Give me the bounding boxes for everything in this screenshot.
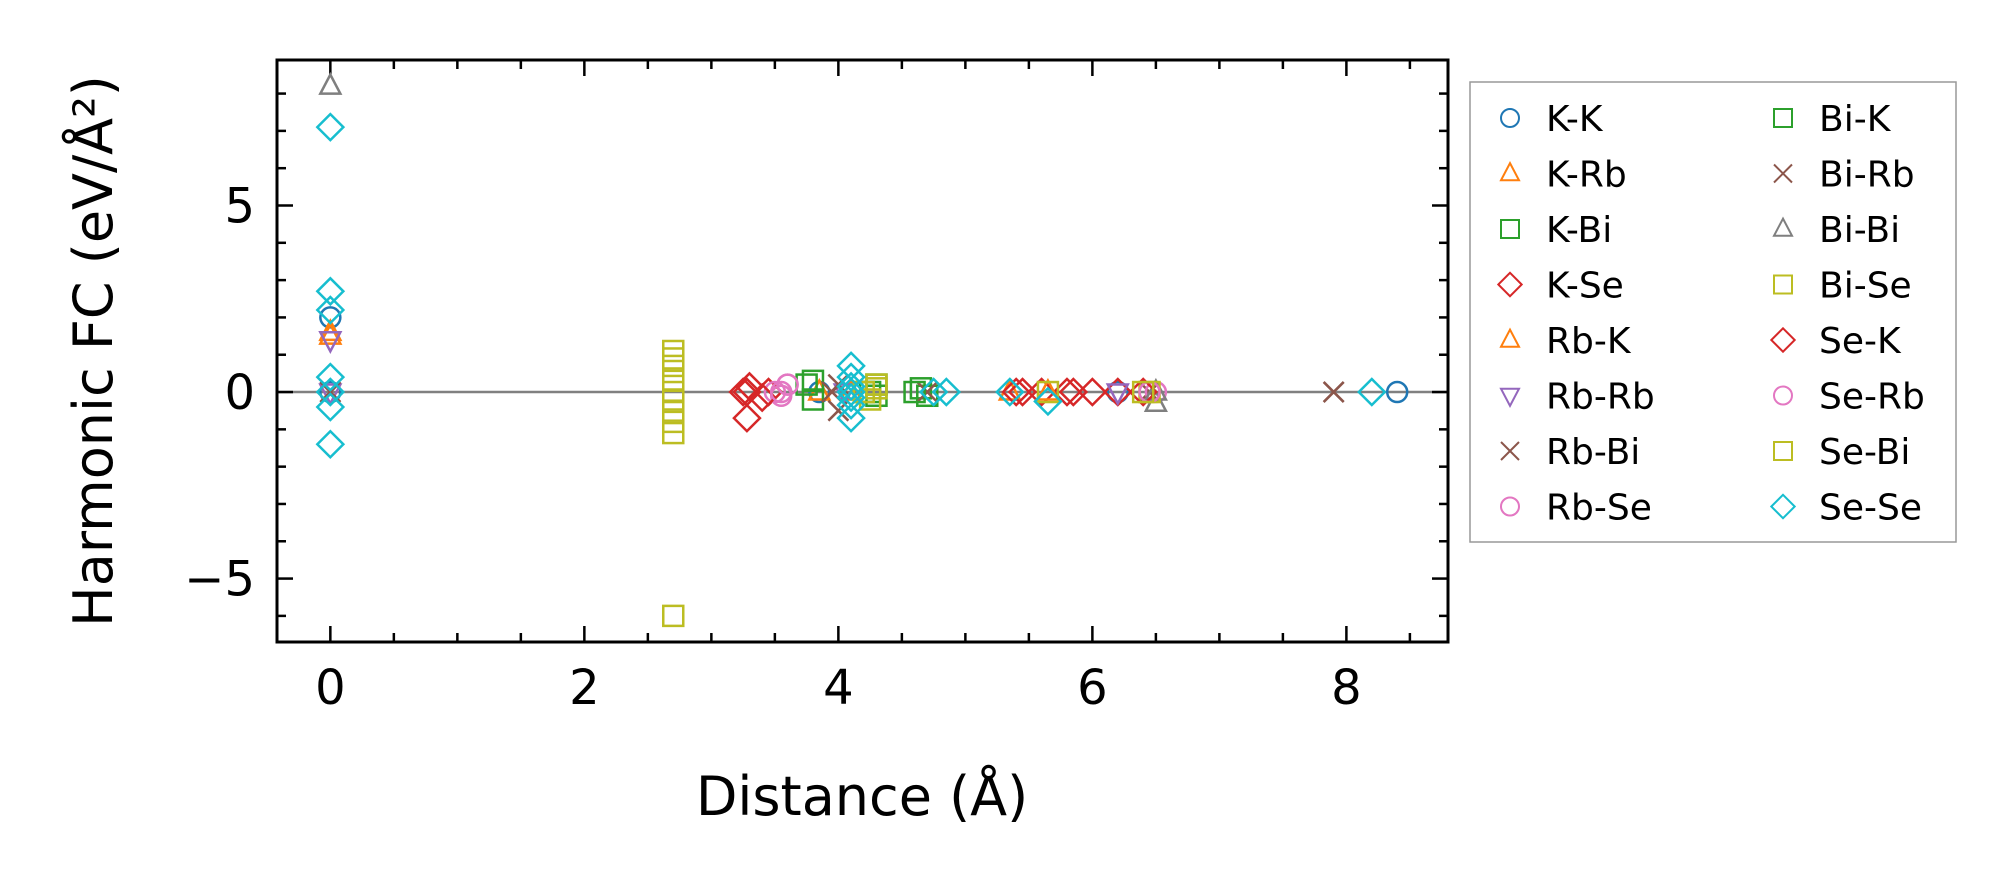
- data-point: [318, 321, 343, 345]
- legend-marker: [1500, 219, 1520, 239]
- data-point: [315, 276, 346, 307]
- data-point: [836, 403, 866, 433]
- data-point: [918, 377, 949, 407]
- data-point: [662, 380, 685, 404]
- data-point: [1357, 377, 1387, 407]
- legend-label: Bi-Rb: [1819, 155, 1915, 196]
- legend-label: Rb-Rb: [1546, 377, 1655, 418]
- data-point: [1001, 377, 1031, 407]
- data-point: [836, 390, 866, 420]
- data-point: [916, 381, 939, 403]
- data-point: [728, 377, 758, 407]
- data-point: [1385, 380, 1409, 404]
- data-point: [852, 380, 876, 404]
- data-point: [662, 354, 685, 378]
- legend-marker: [1499, 387, 1521, 408]
- legend-marker: [1773, 385, 1793, 406]
- data-point: [836, 371, 866, 402]
- legend-marker: [1772, 216, 1794, 237]
- data-point: [315, 377, 346, 407]
- data-point: [1105, 383, 1130, 407]
- data-point: [931, 377, 962, 407]
- x-tick-label: 8: [1331, 660, 1362, 716]
- legend-marker: [1500, 108, 1520, 128]
- legend-marker: [1773, 163, 1793, 184]
- x-axis-title: Distance (Å): [696, 764, 1028, 828]
- plot-background: [277, 60, 1448, 642]
- legend-label: K-K: [1546, 99, 1604, 140]
- y-tick-label: 5: [224, 179, 255, 235]
- data-point: [836, 382, 866, 413]
- legend-marker: [1773, 108, 1793, 128]
- legend-label: K-Rb: [1546, 155, 1627, 196]
- legend-marker: [1769, 493, 1797, 520]
- legend-label: Rb-Se: [1546, 488, 1652, 529]
- legend-label: Se-Bi: [1819, 432, 1910, 473]
- data-point: [1128, 377, 1158, 407]
- series-se-se: [315, 112, 1387, 460]
- legend-marker: [1500, 441, 1520, 461]
- data-point: [318, 331, 343, 354]
- data-point: [318, 318, 343, 342]
- y-axis-title: Harmonic FC (eV/Å²): [61, 75, 125, 627]
- plot-frame: [275, 58, 1450, 644]
- legend-label: K-Se: [1546, 266, 1624, 307]
- data-point: [836, 362, 866, 392]
- y-tick-label: 0: [224, 365, 255, 421]
- legend-marker: [1499, 161, 1521, 182]
- data-point: [1033, 386, 1063, 417]
- data-point: [318, 71, 343, 95]
- x-tick-label: 6: [1077, 660, 1108, 716]
- x-tick-label: 4: [823, 660, 854, 716]
- data-point: [662, 604, 685, 628]
- data-point: [315, 429, 346, 460]
- legend-label: Rb-K: [1546, 321, 1632, 362]
- legend-label: Bi-Bi: [1819, 210, 1900, 251]
- legend-label: K-Bi: [1546, 210, 1612, 251]
- legend-label: Bi-K: [1819, 99, 1892, 140]
- data-point: [865, 373, 888, 396]
- data-point: [1131, 380, 1155, 404]
- data-point: [319, 306, 342, 329]
- legend-marker: [1496, 271, 1524, 298]
- data-point: [801, 369, 825, 393]
- data-point: [732, 403, 762, 433]
- legend-label: Bi-Se: [1819, 266, 1912, 307]
- data-point: [1036, 380, 1060, 404]
- data-point: [315, 392, 346, 422]
- data-point: [903, 380, 926, 404]
- legend-marker: [1773, 441, 1793, 461]
- data-point: [315, 362, 346, 392]
- data-point: [769, 380, 793, 404]
- legend-marker: [1499, 327, 1521, 348]
- x-tick-label: 0: [315, 660, 346, 716]
- data-point: [995, 377, 1025, 407]
- y-tick-label: −5: [184, 552, 255, 608]
- data-point: [662, 421, 685, 445]
- data-point: [318, 383, 343, 407]
- data-point: [1322, 381, 1345, 403]
- x-tick-label: 2: [569, 660, 600, 716]
- legend-marker: [1773, 274, 1793, 295]
- legend-label: Se-Rb: [1819, 377, 1925, 418]
- legend-label: Se-K: [1819, 321, 1902, 362]
- data-point: [315, 295, 346, 325]
- legend-frame: [1469, 81, 1957, 543]
- data-point: [776, 373, 799, 396]
- data-point: [1035, 377, 1060, 401]
- legend-label: Rb-Bi: [1546, 432, 1640, 473]
- legend-marker: [1769, 326, 1797, 354]
- data-point: [1007, 377, 1038, 407]
- legend-marker: [1500, 496, 1520, 517]
- data-point: [1058, 377, 1089, 407]
- legend-label: Se-Se: [1819, 488, 1922, 529]
- data-point: [315, 112, 346, 142]
- legend: K-K K-Rb K-Bi K-Se Rb-K Rb-Rb Rb-Bi Rb-Se Bi-K Bi…: [1469, 81, 1957, 543]
